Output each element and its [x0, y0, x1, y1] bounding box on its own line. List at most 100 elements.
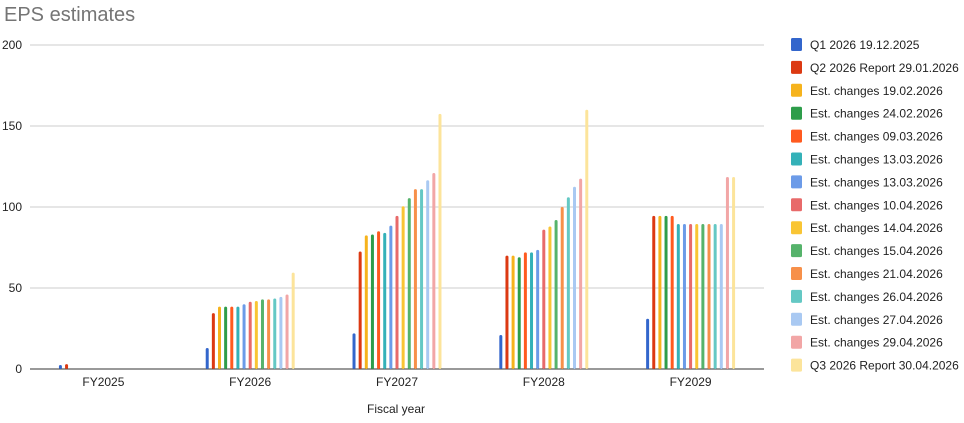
legend-item: Est. changes 13.03.2026 [791, 175, 943, 189]
legend-item: Est. changes 13.03.2026 [791, 152, 943, 167]
bar [664, 215, 668, 369]
bar [407, 198, 411, 369]
bar [689, 224, 693, 369]
legend-label: Est. changes 15.04.2026 [810, 244, 943, 258]
bars [58, 109, 736, 370]
bar [205, 347, 209, 369]
bar [585, 109, 589, 370]
legend-item: Est. changes 24.02.2026 [791, 106, 943, 121]
bar [383, 232, 387, 369]
bar [58, 364, 62, 369]
bar [536, 249, 540, 369]
legend-item: Est. changes 10.04.2026 [791, 198, 943, 212]
legend-swatch [791, 289, 802, 303]
legend: Q1 2026 19.12.2025 Q2 2026 Report 29.01.2… [791, 38, 959, 373]
bar [260, 299, 264, 369]
bar [530, 252, 534, 369]
legend-swatch [791, 60, 802, 74]
x-tick-label: FY2028 [523, 375, 565, 389]
legend-swatch [791, 358, 802, 372]
y-tick-label: 150 [2, 119, 22, 133]
bar [401, 206, 405, 369]
bar [432, 172, 436, 369]
legend-label: Est. changes 13.03.2026 [810, 153, 943, 167]
legend-label: Est. changes 13.03.2026 [810, 175, 943, 189]
legend-label: Est. changes 24.02.2026 [810, 107, 943, 121]
bar [517, 257, 521, 369]
bar [579, 178, 583, 369]
y-tick-label: 200 [2, 38, 22, 52]
bar [358, 251, 362, 369]
bar [395, 215, 399, 369]
legend-item: Q1 2026 19.12.2025 [791, 38, 920, 52]
bar [658, 215, 662, 369]
legend-swatch [791, 221, 802, 235]
bar [523, 252, 527, 369]
y-axis-ticks: 0 50 100 150 200 [2, 38, 22, 376]
bar [560, 207, 564, 369]
legend-item: Q3 2026 Report 30.04.2026 [791, 358, 959, 373]
bar [511, 255, 515, 369]
legend-item: Est. changes 26.04.2026 [791, 289, 943, 304]
x-tick-label: FY2029 [670, 375, 712, 389]
x-axis-title: Fiscal year [367, 402, 425, 416]
bar [438, 113, 442, 369]
legend-label: Est. changes 09.03.2026 [810, 130, 943, 144]
bar [377, 231, 381, 369]
bar [682, 224, 686, 369]
legend-swatch [791, 106, 802, 120]
bar [725, 177, 729, 369]
x-tick-label: FY2026 [229, 375, 271, 389]
legend-label: Est. changes 21.04.2026 [810, 267, 943, 281]
bar [285, 294, 289, 369]
bar [652, 215, 656, 369]
legend-item: Est. changes 27.04.2026 [791, 312, 943, 327]
legend-item: Est. changes 19.02.2026 [791, 83, 943, 98]
bar [279, 296, 283, 369]
legend-swatch [791, 267, 802, 280]
bar [542, 229, 546, 369]
bar [554, 219, 558, 369]
chart-title: EPS estimates [4, 4, 135, 26]
legend-item: Est. changes 15.04.2026 [791, 244, 943, 258]
legend-swatch [791, 244, 802, 258]
bar [267, 299, 271, 369]
bar [548, 226, 552, 369]
legend-swatch [791, 83, 802, 97]
bar [230, 306, 234, 369]
bar [291, 272, 295, 369]
legend-swatch [791, 38, 802, 51]
bar [573, 186, 576, 369]
legend-item: Est. changes 29.04.2026 [791, 335, 943, 350]
legend-label: Est. changes 26.04.2026 [810, 290, 943, 304]
bar [420, 189, 424, 369]
legend-label: Q3 2026 Report 30.04.2026 [810, 359, 959, 373]
legend-swatch [791, 129, 802, 143]
y-tick-label: 100 [2, 200, 22, 214]
legend-label: Q2 2026 Report 29.01.2026 [810, 61, 959, 75]
bar [426, 180, 430, 369]
legend-item: Est. changes 14.04.2026 [791, 221, 943, 235]
x-axis-ticks: FY2025 FY2026 FY2027 FY2028 FY2029 [82, 375, 712, 389]
legend-label: Q1 2026 19.12.2025 [810, 38, 920, 52]
bar [273, 298, 277, 369]
bar [670, 215, 674, 369]
legend-item: Est. changes 09.03.2026 [791, 129, 943, 144]
legend-item: Est. changes 21.04.2026 [791, 267, 943, 281]
gridlines [30, 44, 764, 370]
legend-label: Est. changes 14.04.2026 [810, 221, 943, 235]
legend-item: Q2 2026 Report 29.01.2026 [791, 60, 959, 75]
bar [732, 177, 736, 369]
bar [242, 304, 246, 369]
bar [364, 235, 368, 369]
bar [413, 189, 417, 369]
legend-label: Est. changes 27.04.2026 [810, 313, 943, 327]
x-tick-label: FY2025 [82, 375, 124, 389]
legend-label: Est. changes 10.04.2026 [810, 198, 943, 212]
bar [505, 255, 509, 369]
x-tick-label: FY2027 [376, 375, 418, 389]
bar [646, 318, 650, 369]
y-tick-label: 0 [15, 362, 22, 376]
